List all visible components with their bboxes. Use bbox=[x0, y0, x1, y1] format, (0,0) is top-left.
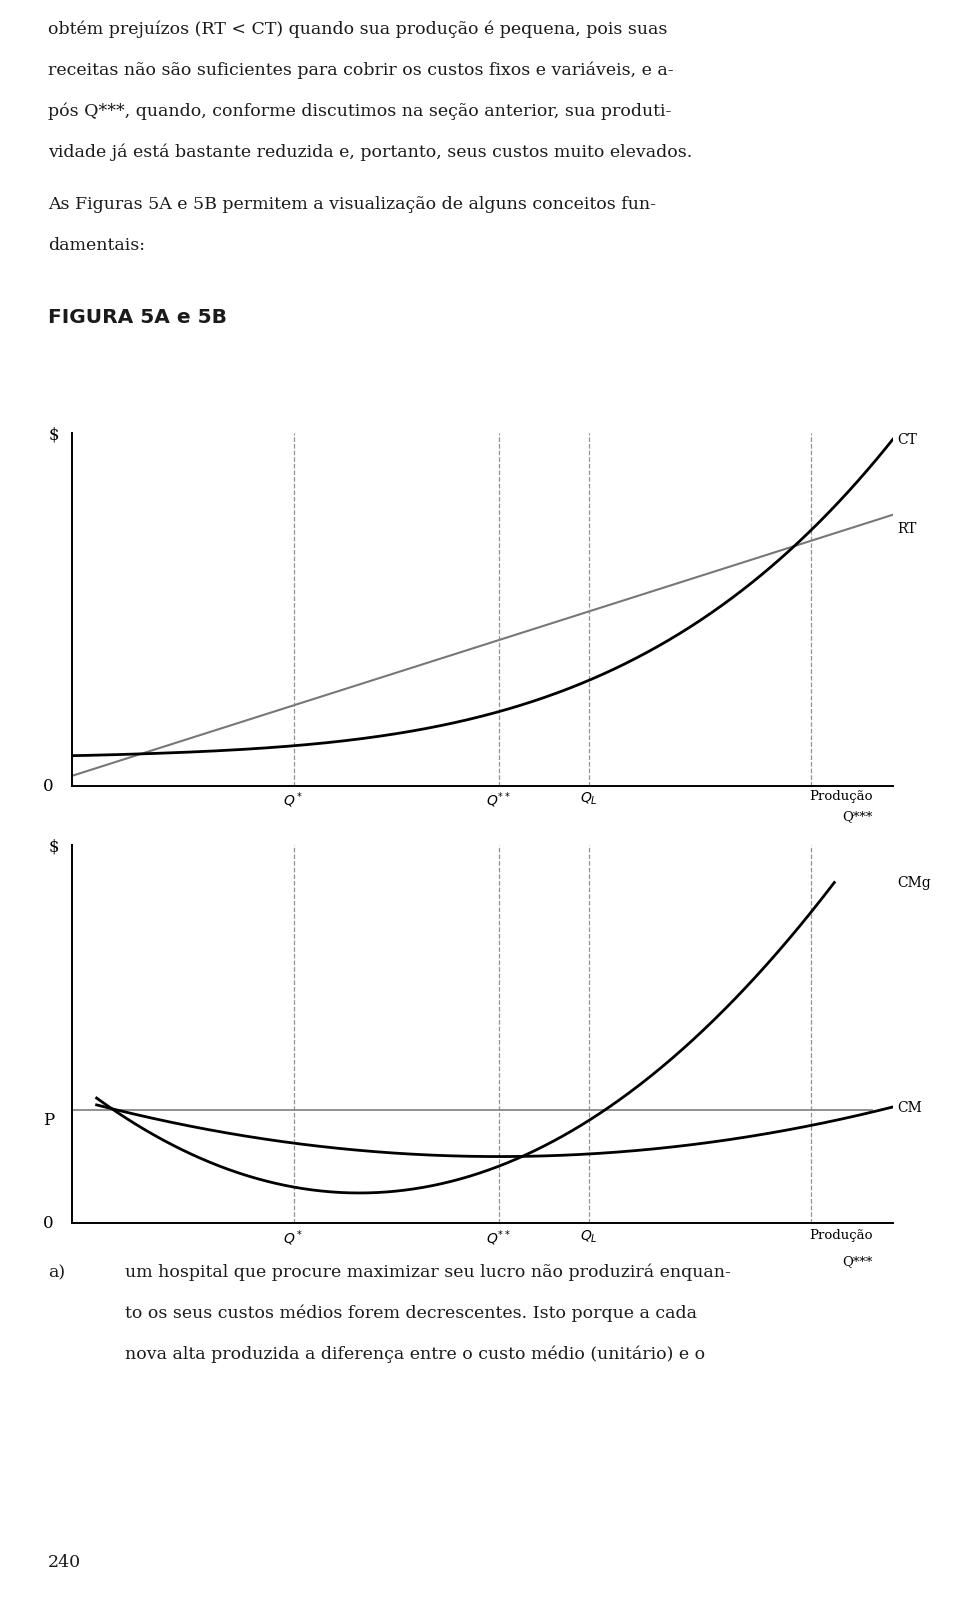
Text: CMg: CMg bbox=[897, 876, 930, 889]
Text: $Q^{**}$: $Q^{**}$ bbox=[487, 790, 512, 809]
Text: nova alta produzida a diferença entre o custo médio (unitário) e o: nova alta produzida a diferença entre o … bbox=[125, 1345, 705, 1363]
Text: to os seus custos médios forem decrescentes. Isto porque a cada: to os seus custos médios forem decrescen… bbox=[125, 1303, 697, 1321]
Text: Q***: Q*** bbox=[842, 811, 873, 823]
Text: 240: 240 bbox=[48, 1552, 82, 1570]
Text: Produção: Produção bbox=[808, 790, 873, 802]
Text: $Q^{**}$: $Q^{**}$ bbox=[487, 1228, 512, 1247]
Text: obtém prejuízos (RT < CT) quando sua produção é pequena, pois suas: obtém prejuízos (RT < CT) quando sua pro… bbox=[48, 21, 667, 39]
Text: 0: 0 bbox=[43, 1215, 54, 1231]
Text: pós Q***, quando, conforme discutimos na seção anterior, sua produti-: pós Q***, quando, conforme discutimos na… bbox=[48, 103, 671, 120]
Text: As Figuras 5A e 5B permitem a visualização de alguns conceitos fun-: As Figuras 5A e 5B permitem a visualizaç… bbox=[48, 196, 656, 213]
Text: Produção: Produção bbox=[808, 1228, 873, 1241]
Text: CM: CM bbox=[897, 1101, 922, 1114]
Text: FIGURA 5A e 5B: FIGURA 5A e 5B bbox=[48, 308, 227, 327]
Text: $Q^*$: $Q^*$ bbox=[283, 790, 303, 809]
Text: damentais:: damentais: bbox=[48, 236, 145, 254]
Text: $Q_L$: $Q_L$ bbox=[580, 1228, 598, 1244]
Text: um hospital que procure maximizar seu lucro não produzirá enquan-: um hospital que procure maximizar seu lu… bbox=[125, 1263, 731, 1281]
Text: $Q^*$: $Q^*$ bbox=[283, 1228, 303, 1247]
Text: CT: CT bbox=[897, 433, 917, 448]
Text: $: $ bbox=[49, 427, 60, 443]
Text: vidade já está bastante reduzida e, portanto, seus custos muito elevados.: vidade já está bastante reduzida e, port… bbox=[48, 144, 692, 160]
Text: $Q_L$: $Q_L$ bbox=[580, 790, 598, 806]
Text: 0: 0 bbox=[43, 778, 54, 794]
Text: Q***: Q*** bbox=[842, 1255, 873, 1268]
Text: receitas não são suficientes para cobrir os custos fixos e variáveis, e a-: receitas não são suficientes para cobrir… bbox=[48, 61, 674, 79]
Text: P: P bbox=[42, 1112, 54, 1128]
Text: a): a) bbox=[48, 1263, 65, 1281]
Text: RT: RT bbox=[897, 522, 916, 536]
Text: $: $ bbox=[49, 838, 60, 855]
